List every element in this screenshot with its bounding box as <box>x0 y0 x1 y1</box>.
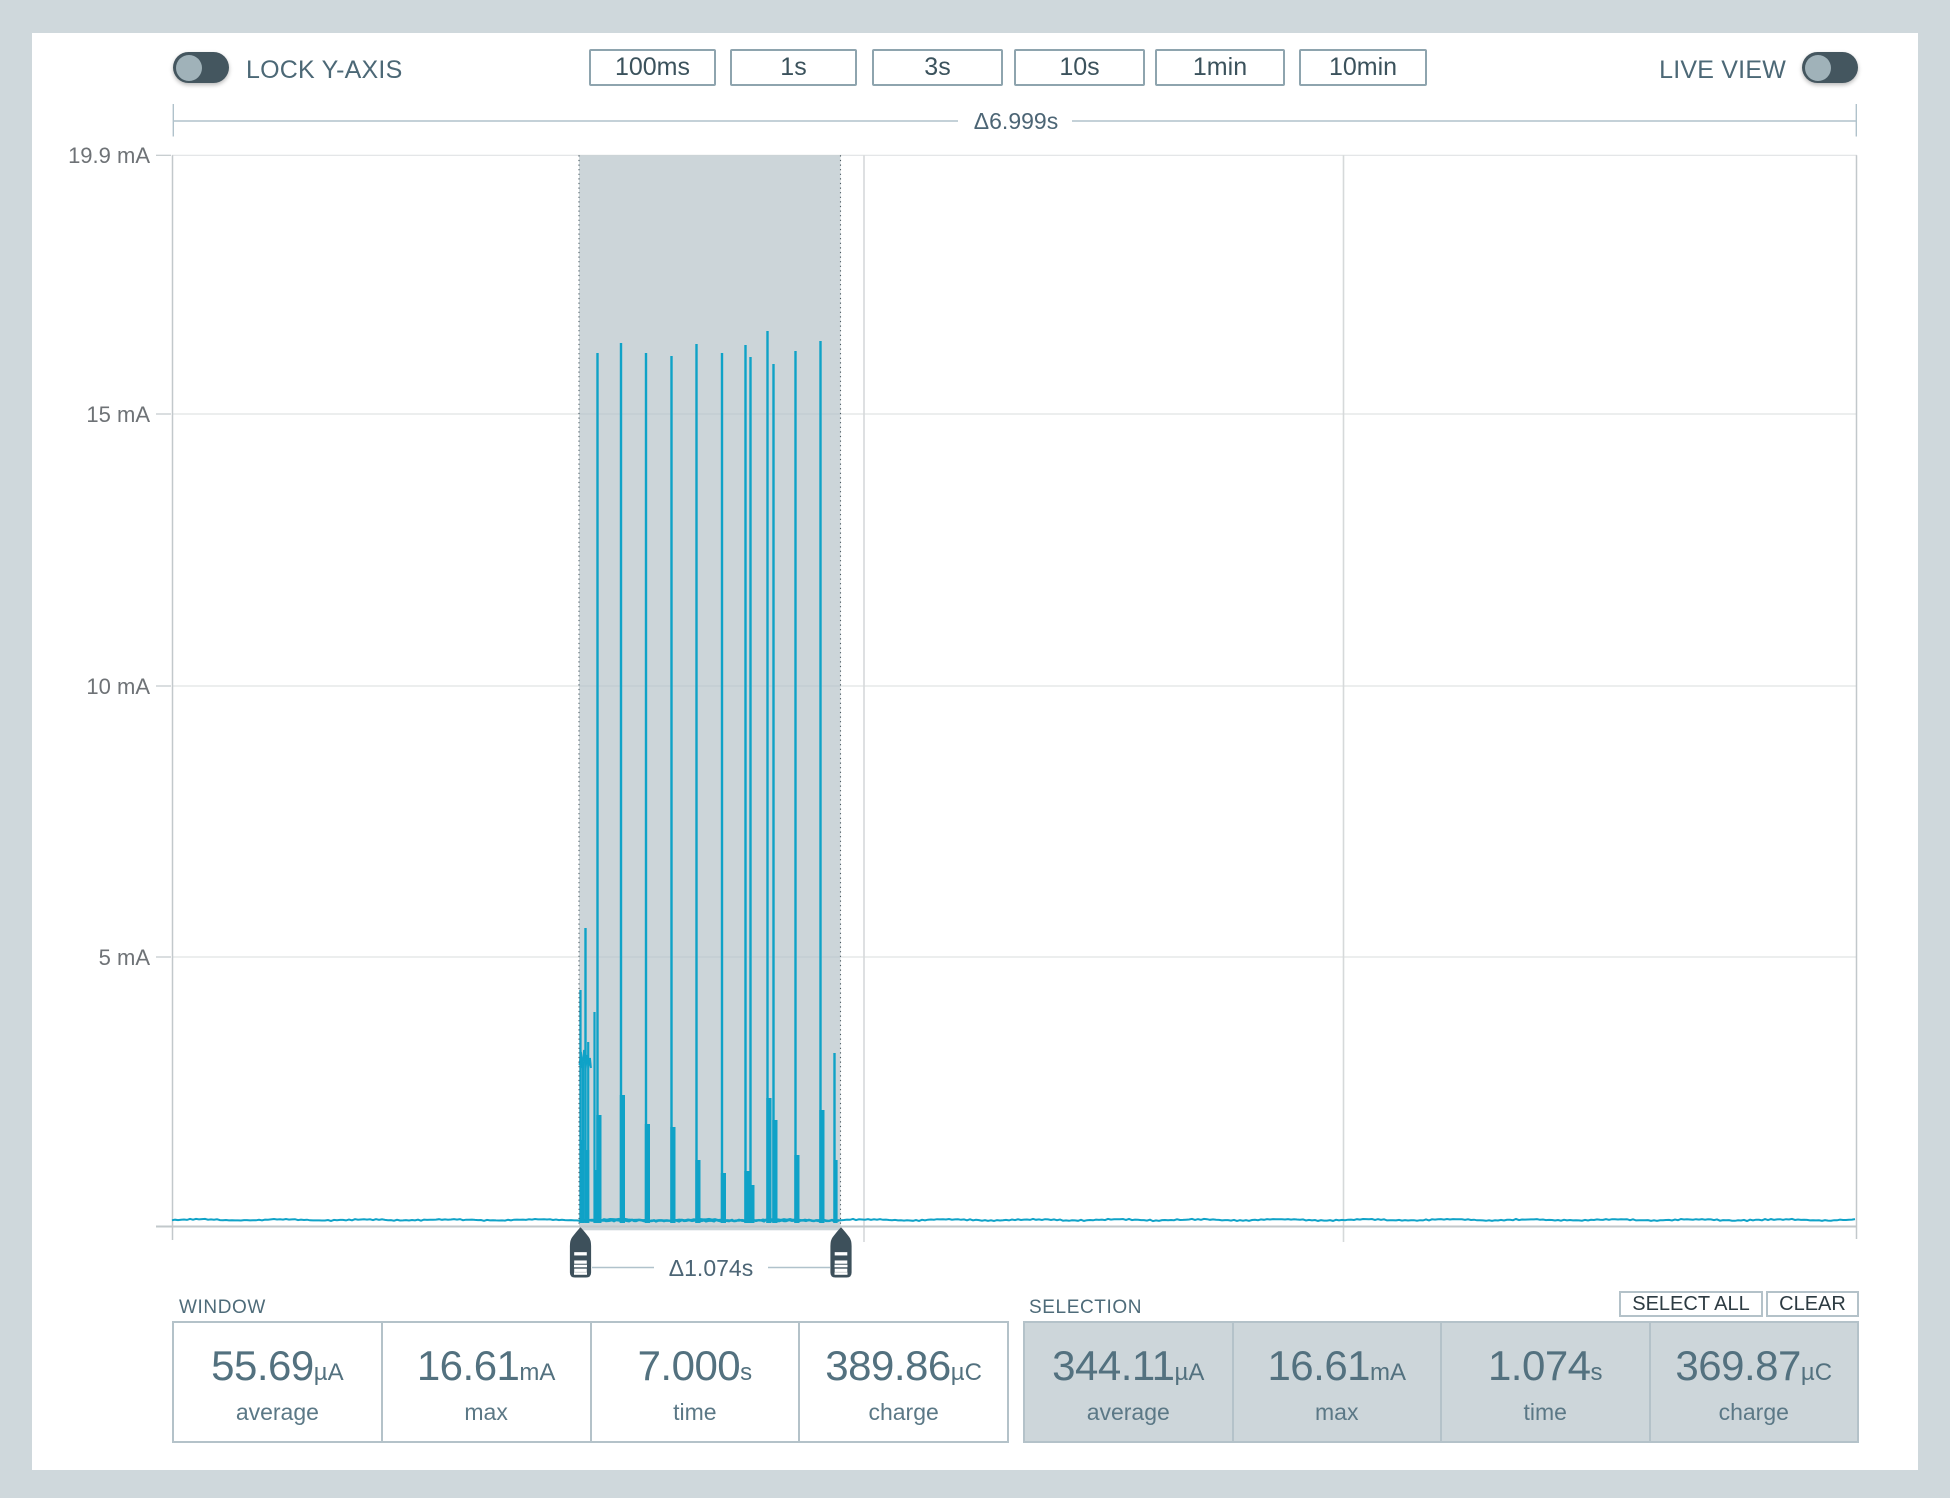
svg-text:Δ1.074s: Δ1.074s <box>669 1255 753 1281</box>
svg-text:19.9 mA: 19.9 mA <box>68 143 150 168</box>
svg-text:10 mA: 10 mA <box>86 674 150 699</box>
svg-text:5 mA: 5 mA <box>99 945 151 970</box>
svg-text:Δ6.999s: Δ6.999s <box>974 108 1058 134</box>
svg-text:15 mA: 15 mA <box>86 402 150 427</box>
